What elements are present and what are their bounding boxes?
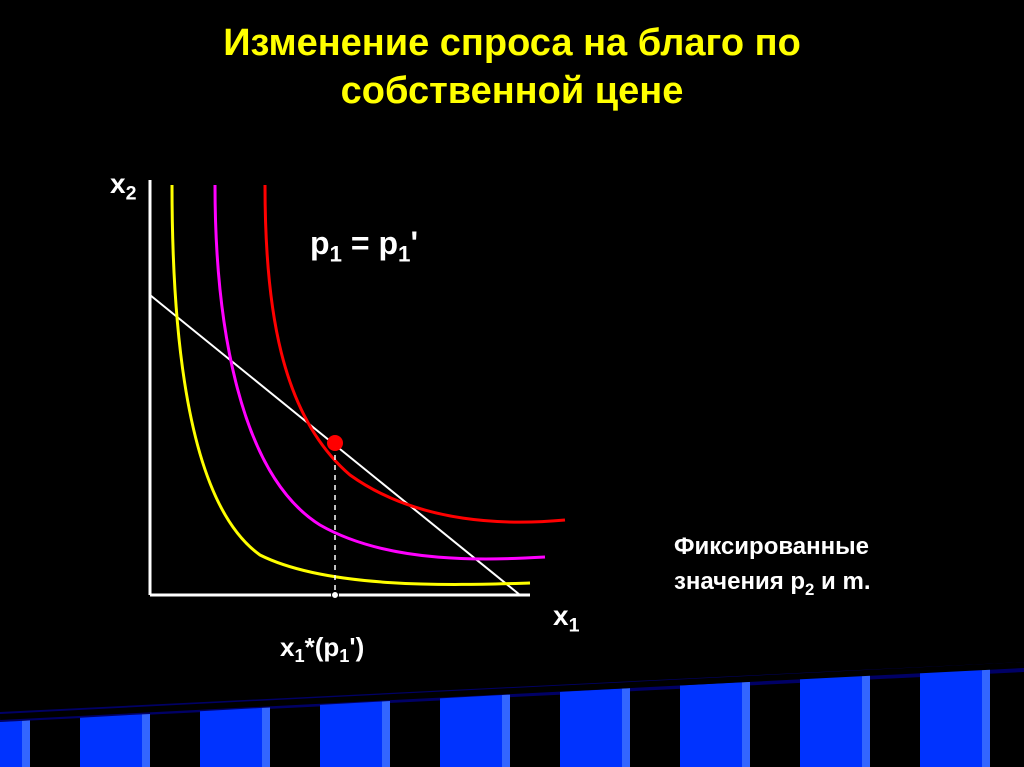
- chart: [110, 165, 630, 635]
- side-note: Фиксированные значения p2 и m.: [674, 530, 984, 602]
- title-line-1: Изменение спроса на благо по: [223, 22, 801, 64]
- x-axis-label: x1: [553, 600, 579, 638]
- title-line-2: собственной цене: [341, 70, 684, 112]
- slide-title: Изменение спроса на благо по собственной…: [0, 20, 1024, 115]
- slide: { "title_line1": "Изменение спроса на бл…: [0, 0, 1024, 767]
- bottom-decoration: [0, 657, 1024, 767]
- x-tick-label: x1*(p1'): [280, 632, 364, 667]
